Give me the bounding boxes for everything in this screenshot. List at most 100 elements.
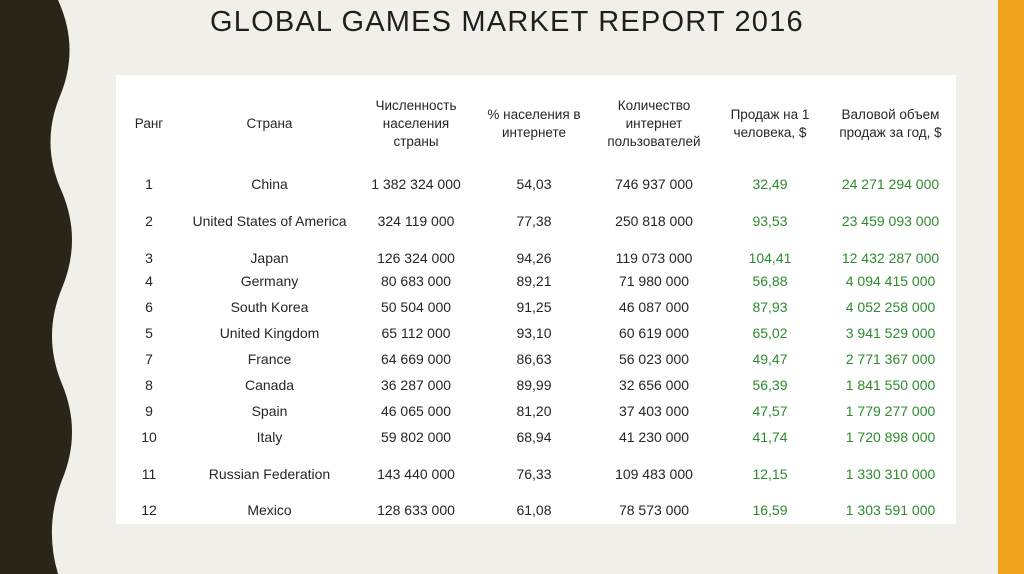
cell-internet-users: 32 656 000: [618, 377, 690, 393]
cell-country: Spain: [251, 403, 288, 419]
cell-gross-sales: 1 330 310 000: [845, 465, 936, 482]
cell-internet-users: 41 230 000: [618, 429, 690, 445]
cell-rank: 5: [145, 325, 153, 341]
cell-internet-pct: 89,99: [516, 377, 552, 393]
cell-population: 128 633 000: [377, 502, 455, 518]
cell-country: Mexico: [247, 502, 292, 518]
cell-population: 64 669 000: [380, 351, 452, 367]
table-row: 11 Russian Federation 143 440 000 76,33 109 …: [116, 450, 956, 497]
cell-rank: 11: [141, 465, 157, 482]
cell-internet-users: 56 023 000: [618, 351, 690, 367]
table-row: 12 Mexico 128 633 000 61,08 78 573 000 16,59 1…: [116, 497, 956, 523]
cell-internet-users: 109 483 000: [615, 465, 693, 482]
cell-sales-per-capita: 56,88: [752, 273, 788, 289]
cell-population: 36 287 000: [380, 377, 452, 393]
cell-internet-pct: 94,26: [516, 249, 552, 266]
cell-rank: 6: [145, 299, 153, 315]
cell-population: 324 119 000: [377, 212, 455, 229]
cell-population: 126 324 000: [377, 249, 455, 266]
cell-country: France: [247, 351, 292, 367]
cell-gross-sales: 3 941 529 000: [845, 325, 936, 341]
table-row: 8 Canada 36 287 000 89,99 32 656 000 56,39 1 8…: [116, 372, 956, 398]
cell-gross-sales: 1 779 277 000: [845, 403, 936, 419]
cell-country: South Korea: [230, 299, 309, 315]
cell-rank: 10: [141, 429, 157, 445]
cell-sales-per-capita: 49,47: [752, 351, 788, 367]
table-row: 3 Japan 126 324 000 94,26 119 073 000 104,41 1…: [116, 247, 956, 268]
cell-sales-per-capita: 65,02: [752, 325, 788, 341]
cell-rank: 4: [145, 273, 153, 289]
header-rank: Ранг: [134, 116, 164, 131]
cell-gross-sales: 1 720 898 000: [845, 429, 936, 445]
cell-country: Germany: [240, 273, 299, 289]
cell-internet-users: 78 573 000: [618, 502, 690, 518]
cell-internet-pct: 77,38: [516, 212, 552, 229]
cell-sales-per-capita: 56,39: [752, 377, 788, 393]
cell-sales-per-capita: 41,74: [752, 429, 788, 445]
table-row: 1 China 1 382 324 000 54,03 746 937 000 32,49…: [116, 173, 956, 194]
table-row: 5 United Kingdom 65 112 000 93,10 60 619 000…: [116, 320, 956, 346]
cell-internet-pct: 68,94: [516, 429, 552, 445]
cell-population: 59 802 000: [380, 429, 452, 445]
cell-internet-pct: 61,08: [516, 502, 552, 518]
table-row: 10 Italy 59 802 000 68,94 41 230 000 41,74 1 7…: [116, 424, 956, 450]
header-internet-pct: % населения в интернете: [487, 107, 581, 140]
cell-internet-pct: 89,21: [516, 273, 552, 289]
cell-rank: 12: [141, 502, 157, 518]
cell-country: United Kingdom: [219, 325, 320, 341]
cell-gross-sales: 23 459 093 000: [841, 212, 940, 229]
header-internet-users: Количество интернет пользователей: [607, 98, 701, 149]
table-row: 4 Germany 80 683 000 89,21 71 980 000 56,88 4 …: [116, 268, 956, 294]
cell-gross-sales: 4 094 415 000: [845, 273, 936, 289]
cell-internet-pct: 93,10: [516, 325, 552, 341]
cell-sales-per-capita: 32,49: [752, 175, 788, 192]
cell-rank: 3: [145, 249, 153, 266]
cell-country: United States of America: [192, 212, 347, 229]
cell-internet-users: 746 937 000: [615, 175, 693, 192]
cell-rank: 8: [145, 377, 153, 393]
cell-internet-pct: 76,33: [516, 465, 552, 482]
cell-internet-users: 250 818 000: [615, 212, 693, 229]
table-header-row: Ранг Страна Численность населения страны…: [116, 75, 956, 173]
cell-sales-per-capita: 93,53: [752, 212, 788, 229]
header-sales-per-capita: Продаж на 1 человека, $: [730, 107, 810, 140]
cell-country: Canada: [244, 377, 295, 393]
cell-country: Japan: [250, 249, 289, 266]
cell-internet-pct: 54,03: [516, 175, 552, 192]
header-population: Численность населения страны: [375, 98, 457, 149]
cell-internet-users: 60 619 000: [618, 325, 690, 341]
table-row: 2 United States of America 324 119 000 77,3…: [116, 194, 956, 247]
cell-internet-users: 71 980 000: [618, 273, 690, 289]
cell-internet-users: 37 403 000: [618, 403, 690, 419]
cell-country: China: [251, 175, 288, 192]
header-gross-sales: Валовой объем продаж за год, $: [839, 107, 942, 140]
slide-title: GLOBAL GAMES MARKET REPORT 2016: [210, 6, 804, 38]
decorative-wavy-band: [0, 0, 72, 574]
cell-sales-per-capita: 47,57: [752, 403, 788, 419]
cell-sales-per-capita: 87,93: [752, 299, 788, 315]
cell-internet-users: 119 073 000: [615, 249, 693, 266]
table-row: 6 South Korea 50 504 000 91,25 46 087 000 87,…: [116, 294, 956, 320]
cell-population: 1 382 324 000: [371, 175, 461, 192]
cell-rank: 9: [145, 403, 153, 419]
cell-population: 65 112 000: [381, 325, 451, 341]
cell-population: 46 065 000: [380, 403, 452, 419]
market-table-card: Ранг Страна Численность населения страны…: [116, 75, 956, 524]
cell-rank: 1: [145, 175, 153, 192]
cell-population: 143 440 000: [377, 465, 455, 482]
cell-population: 50 504 000: [380, 299, 452, 315]
cell-country: Italy: [256, 429, 283, 445]
cell-sales-per-capita: 12,15: [752, 465, 788, 482]
cell-gross-sales: 12 432 287 000: [841, 249, 940, 266]
cell-rank: 7: [145, 351, 153, 367]
cell-gross-sales: 24 271 294 000: [841, 175, 940, 192]
cell-gross-sales: 2 771 367 000: [845, 351, 936, 367]
cell-gross-sales: 1 303 591 000: [845, 502, 936, 518]
cell-sales-per-capita: 16,59: [752, 502, 788, 518]
cell-gross-sales: 1 841 550 000: [845, 377, 936, 393]
cell-sales-per-capita: 104,41: [748, 249, 792, 266]
table-row: 7 France 64 669 000 86,63 56 023 000 49,47 2 7…: [116, 346, 956, 372]
cell-rank: 2: [145, 212, 153, 229]
table-row: 9 Spain 46 065 000 81,20 37 403 000 47,57 1 77…: [116, 398, 956, 424]
cell-internet-users: 46 087 000: [618, 299, 690, 315]
